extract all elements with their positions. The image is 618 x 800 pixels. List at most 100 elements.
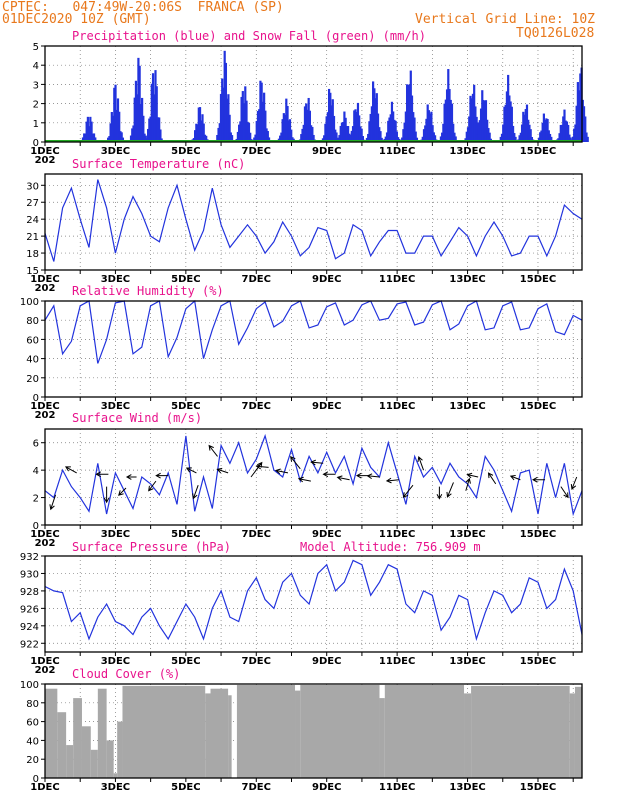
precip-bar — [547, 130, 550, 142]
x-tick-label: 11DEC — [379, 656, 415, 667]
x-tick-label: 15DEC — [520, 782, 556, 793]
precip-bar — [372, 81, 375, 142]
precip-bar — [156, 117, 160, 142]
cloud-bar — [122, 685, 206, 778]
precip-bar — [202, 123, 205, 142]
precip-bar — [424, 125, 427, 142]
x-tick-label: 9DEC — [312, 529, 341, 540]
wind-arrow — [95, 471, 109, 478]
x-tick-label: 11DEC — [379, 782, 415, 793]
y-tick-label: 924 — [20, 622, 39, 633]
pressure-frame — [44, 555, 583, 653]
precip-bar — [263, 92, 266, 142]
precip-bar — [487, 128, 490, 142]
y-tick-label: 0 — [33, 138, 39, 149]
precip-bar — [375, 93, 378, 142]
y-tick-label: 100 — [20, 680, 39, 691]
precip-bar — [246, 121, 249, 142]
precip-bar — [118, 111, 121, 142]
precip-bar — [259, 80, 262, 142]
wind-arrow — [446, 482, 454, 498]
y-tick-label: 6 — [33, 439, 39, 450]
precip-bar — [471, 93, 475, 142]
cloud-bar — [90, 749, 98, 778]
precip-bar — [413, 117, 416, 142]
station-header: CPTEC: 047:49W-20:06S FRANCA (SP) — [2, 0, 284, 15]
precip-bar — [359, 126, 362, 142]
cloud-bar — [57, 712, 67, 778]
y-tick-label: 80 — [26, 316, 39, 327]
x-tick-label: 15DEC — [520, 146, 556, 157]
y-tick-label: 4 — [33, 61, 39, 72]
cloud-bar — [574, 686, 582, 778]
cloud-bar — [300, 684, 380, 778]
precip-bar — [447, 69, 450, 142]
precip-bar — [327, 88, 331, 142]
precip-bar — [240, 96, 243, 142]
x-tick-label: 5DEC — [171, 401, 200, 412]
precip-bar — [350, 130, 353, 142]
cloud-bar — [113, 773, 118, 778]
precip-bar — [236, 131, 239, 142]
wind-arrow — [336, 475, 350, 481]
y-tick-label: 2 — [33, 494, 39, 505]
wind-arrow — [155, 472, 169, 479]
x-tick-label: 5DEC — [171, 274, 200, 285]
precip-bar — [266, 131, 269, 142]
precip-bar — [370, 106, 373, 142]
precip-bar — [525, 104, 529, 142]
y-tick-label: 20 — [26, 374, 39, 385]
precip-bar — [83, 133, 86, 142]
precip-bar — [579, 73, 582, 142]
x-tick-label: 7DEC — [242, 401, 271, 412]
y-tick-label: 60 — [26, 718, 39, 729]
precip-bar — [260, 82, 263, 142]
wind-arrow — [208, 444, 218, 457]
precip-bar — [482, 100, 485, 142]
precip-bar — [265, 128, 268, 142]
precip-bar — [486, 119, 489, 142]
x-tick-label: 7DEC — [242, 656, 271, 667]
precip-bar — [539, 132, 542, 142]
precip-bar — [230, 135, 234, 142]
y-tick-label: 18 — [26, 249, 39, 260]
precip-bar — [107, 137, 110, 142]
precip-bar — [150, 83, 153, 142]
precip-bar — [238, 124, 241, 142]
precip-bar — [226, 98, 229, 142]
wind-arrow — [118, 487, 127, 496]
precip-bar — [470, 98, 473, 142]
precip-bar — [148, 118, 151, 142]
precip-bar — [85, 121, 88, 142]
precip-bar — [216, 134, 219, 142]
precip-bar — [465, 131, 468, 142]
wind-arrow — [466, 472, 479, 479]
temperature-frame — [44, 173, 583, 271]
precip-title: Precipitation (blue) and Snow Fall (gree… — [72, 29, 427, 43]
precip-bar — [228, 114, 231, 142]
year-label: 202 — [35, 410, 56, 421]
y-tick-label: 21 — [26, 232, 39, 243]
precip-bar — [367, 133, 370, 142]
wind-arrow — [322, 471, 336, 478]
precip-bar — [116, 98, 120, 142]
x-tick-label: 1DEC — [30, 401, 59, 412]
precip-bar — [312, 134, 315, 142]
precip-bar — [132, 125, 135, 142]
humidity-line — [44, 299, 583, 364]
precip-bar — [390, 101, 394, 142]
precip-bar — [136, 94, 139, 142]
precip-bar — [342, 121, 345, 142]
wind-panel: 0 2 4 6 1DEC 3DEC 5DEC 7DEC 9DEC 11DEC 13DEC 15DEC 2… — [30, 428, 583, 549]
precip-bar — [351, 126, 355, 142]
precip-bar — [129, 135, 133, 142]
precip-bar — [475, 116, 478, 142]
y-tick-label: 40 — [26, 355, 39, 366]
precip-bar — [508, 95, 511, 142]
cloud-panel: 0 20 40 60 80 100 1DEC 3DEC 5DEC 7DEC 9DEC 11DEC 13D… — [20, 680, 583, 793]
year-label: 202 — [35, 538, 56, 549]
precip-bar — [488, 132, 491, 142]
precip-bar — [348, 133, 351, 142]
cloud-bar — [471, 685, 570, 778]
precip-bar — [448, 89, 451, 142]
